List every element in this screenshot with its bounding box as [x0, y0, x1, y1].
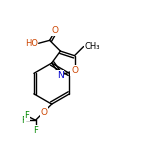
Text: HO: HO — [25, 39, 38, 48]
Text: F: F — [24, 111, 29, 120]
Text: O: O — [52, 26, 59, 35]
Text: F: F — [21, 116, 26, 125]
Text: N: N — [57, 71, 64, 80]
Text: CH₃: CH₃ — [84, 42, 100, 51]
Text: O: O — [40, 108, 47, 117]
Text: O: O — [71, 66, 78, 75]
Text: F: F — [33, 126, 38, 135]
